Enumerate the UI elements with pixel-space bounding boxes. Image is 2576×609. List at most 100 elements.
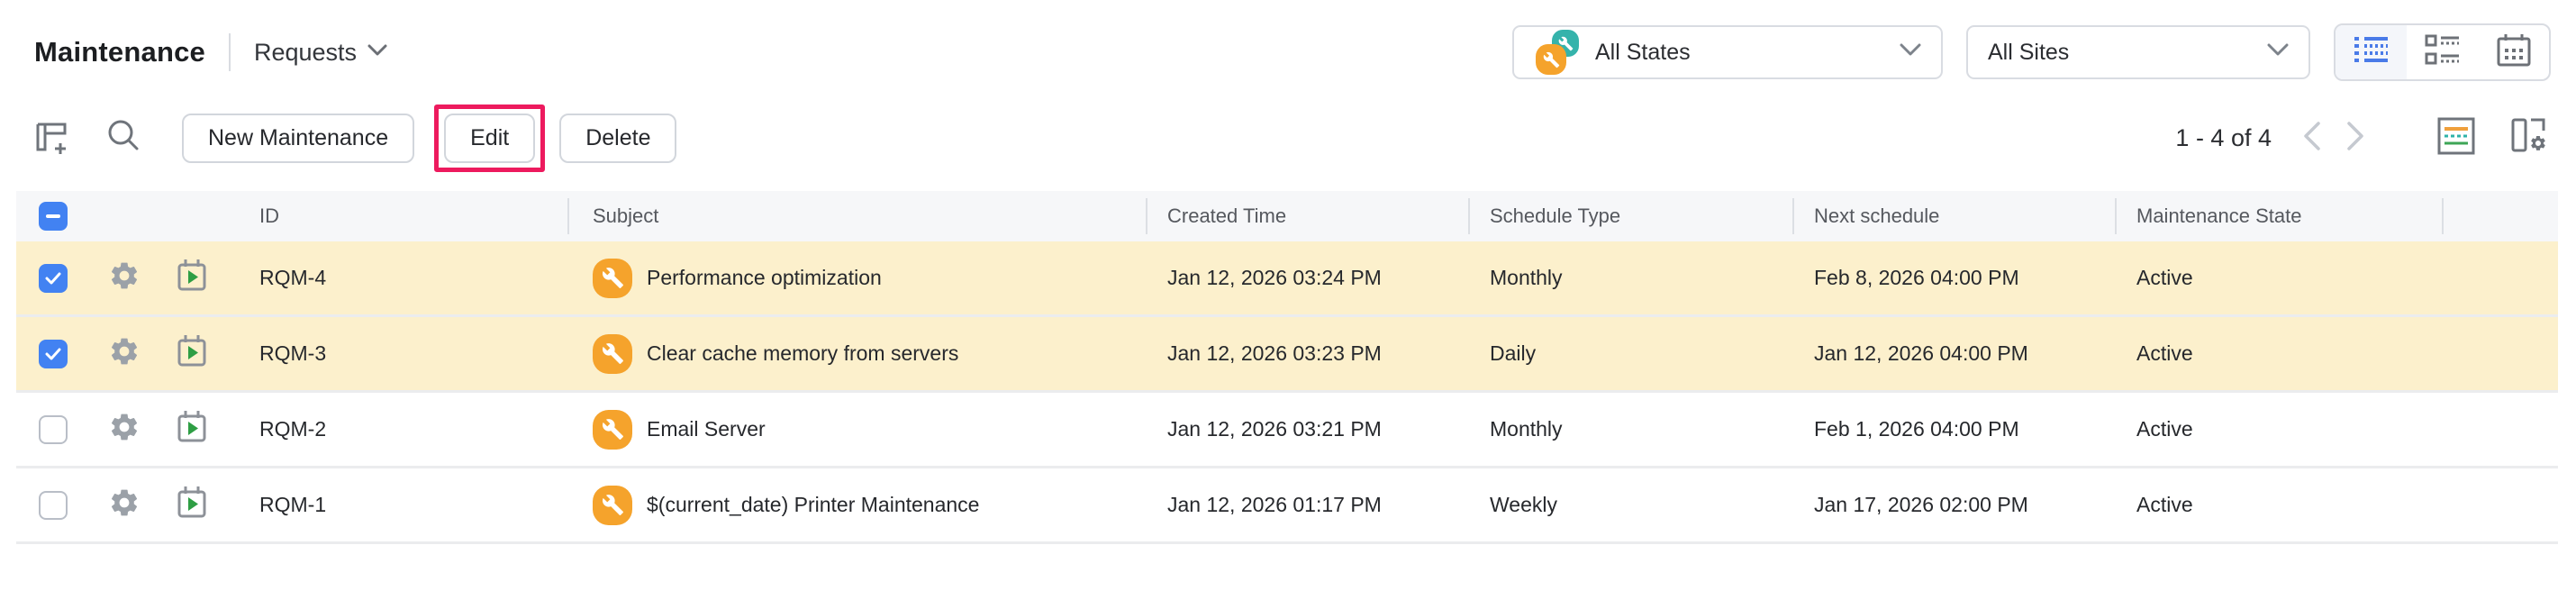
summary-view-button[interactable] xyxy=(2435,115,2477,161)
maintenance-table: ID Subject Created Time Schedule Type Ne… xyxy=(16,191,2558,544)
column-header-id[interactable]: ID xyxy=(259,205,279,227)
table-row[interactable]: RQM-3 Clear cache memory from servers Ja… xyxy=(16,317,2558,393)
row-schedule-type: Monthly xyxy=(1490,266,1563,289)
chevron-down-icon xyxy=(367,44,387,61)
row-checkbox[interactable] xyxy=(39,263,68,293)
edit-button[interactable]: Edit xyxy=(444,113,536,163)
row-actions-button[interactable] xyxy=(90,259,158,297)
column-header-maintenance-state[interactable]: Maintenance State xyxy=(2115,191,2442,241)
calendar-run-icon xyxy=(175,485,209,526)
row-id[interactable]: RQM-2 xyxy=(259,417,327,441)
calendar-run-icon xyxy=(175,258,209,299)
module-label: Requests xyxy=(253,38,358,66)
run-schedule-button[interactable] xyxy=(158,485,225,526)
states-filter-value: All States xyxy=(1595,39,1691,65)
gear-icon xyxy=(108,411,141,449)
row-schedule-type: Daily xyxy=(1490,341,1537,365)
table-row[interactable]: RQM-4 Performance optimization Jan 12, 2… xyxy=(16,241,2558,317)
row-checkbox[interactable] xyxy=(39,414,68,444)
toolbar: New Maintenance Edit Delete 1 - 4 of 4 xyxy=(31,104,2551,172)
wrench-badge-icon xyxy=(593,333,632,374)
wrench-badge-icon xyxy=(593,409,632,450)
column-header-spacer xyxy=(2442,191,2558,241)
states-filter-dropdown[interactable]: All States xyxy=(1512,25,1943,79)
prev-page-button[interactable] xyxy=(2302,121,2322,156)
column-settings-button[interactable] xyxy=(2508,114,2551,162)
row-maintenance-state: Active xyxy=(2136,493,2193,516)
card-view-button[interactable] xyxy=(2407,25,2478,79)
column-header-subject[interactable]: Subject xyxy=(567,191,1146,241)
wrench-badge-icon xyxy=(593,258,632,298)
row-next-schedule: Feb 8, 2026 04:00 PM xyxy=(1814,266,2019,289)
view-switcher xyxy=(2334,23,2551,81)
row-checkbox[interactable] xyxy=(39,490,68,520)
calendar-view-button[interactable] xyxy=(2478,25,2549,79)
gear-icon xyxy=(108,335,141,373)
row-checkbox[interactable] xyxy=(39,339,68,368)
pagination-range: 1 - 4 of 4 xyxy=(2175,123,2272,151)
row-created-time: Jan 12, 2026 03:24 PM xyxy=(1167,266,1382,289)
gear-icon xyxy=(108,259,141,297)
row-actions-button[interactable] xyxy=(90,486,158,524)
calendar-run-icon xyxy=(175,333,209,375)
search-button[interactable] xyxy=(104,117,142,159)
column-header-spacer xyxy=(158,191,225,241)
prev-page-icon xyxy=(2302,121,2322,156)
row-subject-link[interactable]: Performance optimization xyxy=(647,266,882,289)
row-id[interactable]: RQM-4 xyxy=(259,266,327,289)
sites-filter-dropdown[interactable]: All Sites xyxy=(1966,25,2310,79)
add-view-icon xyxy=(31,115,72,161)
row-actions-button[interactable] xyxy=(90,411,158,449)
table-body: RQM-4 Performance optimization Jan 12, 2… xyxy=(16,241,2558,544)
run-schedule-button[interactable] xyxy=(158,333,225,375)
next-page-icon xyxy=(2345,121,2365,156)
table-row[interactable]: RQM-1 $(current_date) Printer Maintenanc… xyxy=(16,468,2558,544)
calendar-run-icon xyxy=(175,409,209,450)
row-maintenance-state: Active xyxy=(2136,341,2193,365)
search-icon xyxy=(104,117,142,159)
sites-filter-value: All Sites xyxy=(1988,39,2070,65)
row-next-schedule: Jan 17, 2026 02:00 PM xyxy=(1814,493,2028,516)
topbar-filters: All States All Sites xyxy=(1512,23,2551,81)
row-maintenance-state: Active xyxy=(2136,266,2193,289)
column-header-spacer xyxy=(90,191,158,241)
table-row[interactable]: RQM-2 Email Server Jan 12, 2026 03:21 PM… xyxy=(16,393,2558,468)
row-next-schedule: Jan 12, 2026 04:00 PM xyxy=(1814,341,2028,365)
gear-icon xyxy=(108,486,141,524)
row-created-time: Jan 12, 2026 03:21 PM xyxy=(1167,417,1382,441)
page-title: Maintenance xyxy=(34,36,205,68)
column-header-created-time[interactable]: Created Time xyxy=(1146,191,1468,241)
chevron-down-icon xyxy=(1900,43,1921,61)
column-header-schedule-type[interactable]: Schedule Type xyxy=(1468,191,1792,241)
card-view-icon xyxy=(2425,34,2461,71)
row-next-schedule: Feb 1, 2026 04:00 PM xyxy=(1814,417,2019,441)
row-created-time: Jan 12, 2026 03:23 PM xyxy=(1167,341,1382,365)
next-page-button[interactable] xyxy=(2345,121,2365,156)
list-view-icon xyxy=(2354,35,2390,70)
row-id[interactable]: RQM-1 xyxy=(259,493,327,516)
add-view-button[interactable] xyxy=(31,115,72,161)
run-schedule-button[interactable] xyxy=(158,258,225,299)
row-subject-link[interactable]: $(current_date) Printer Maintenance xyxy=(647,493,980,516)
column-settings-icon xyxy=(2508,114,2551,162)
list-view-button[interactable] xyxy=(2336,25,2407,79)
row-id[interactable]: RQM-3 xyxy=(259,341,327,365)
toolbar-right: 1 - 4 of 4 xyxy=(2175,114,2551,162)
row-schedule-type: Monthly xyxy=(1490,417,1563,441)
new-maintenance-button[interactable]: New Maintenance xyxy=(182,113,415,163)
row-created-time: Jan 12, 2026 01:17 PM xyxy=(1167,493,1382,516)
select-all-checkbox[interactable] xyxy=(39,202,68,231)
delete-button[interactable]: Delete xyxy=(559,113,677,163)
column-header-next-schedule[interactable]: Next schedule xyxy=(1792,191,2115,241)
module-selector[interactable]: Requests xyxy=(254,39,387,67)
row-subject-link[interactable]: Email Server xyxy=(647,417,766,441)
calendar-view-icon xyxy=(2496,33,2532,72)
row-subject-link[interactable]: Clear cache memory from servers xyxy=(647,341,959,365)
table-header-row: ID Subject Created Time Schedule Type Ne… xyxy=(16,191,2558,241)
wrench-badge-icon xyxy=(1534,29,1581,76)
wrench-badge-icon xyxy=(593,485,632,525)
run-schedule-button[interactable] xyxy=(158,409,225,450)
row-actions-button[interactable] xyxy=(90,335,158,373)
title-divider xyxy=(228,33,231,71)
chevron-down-icon xyxy=(2267,43,2289,61)
